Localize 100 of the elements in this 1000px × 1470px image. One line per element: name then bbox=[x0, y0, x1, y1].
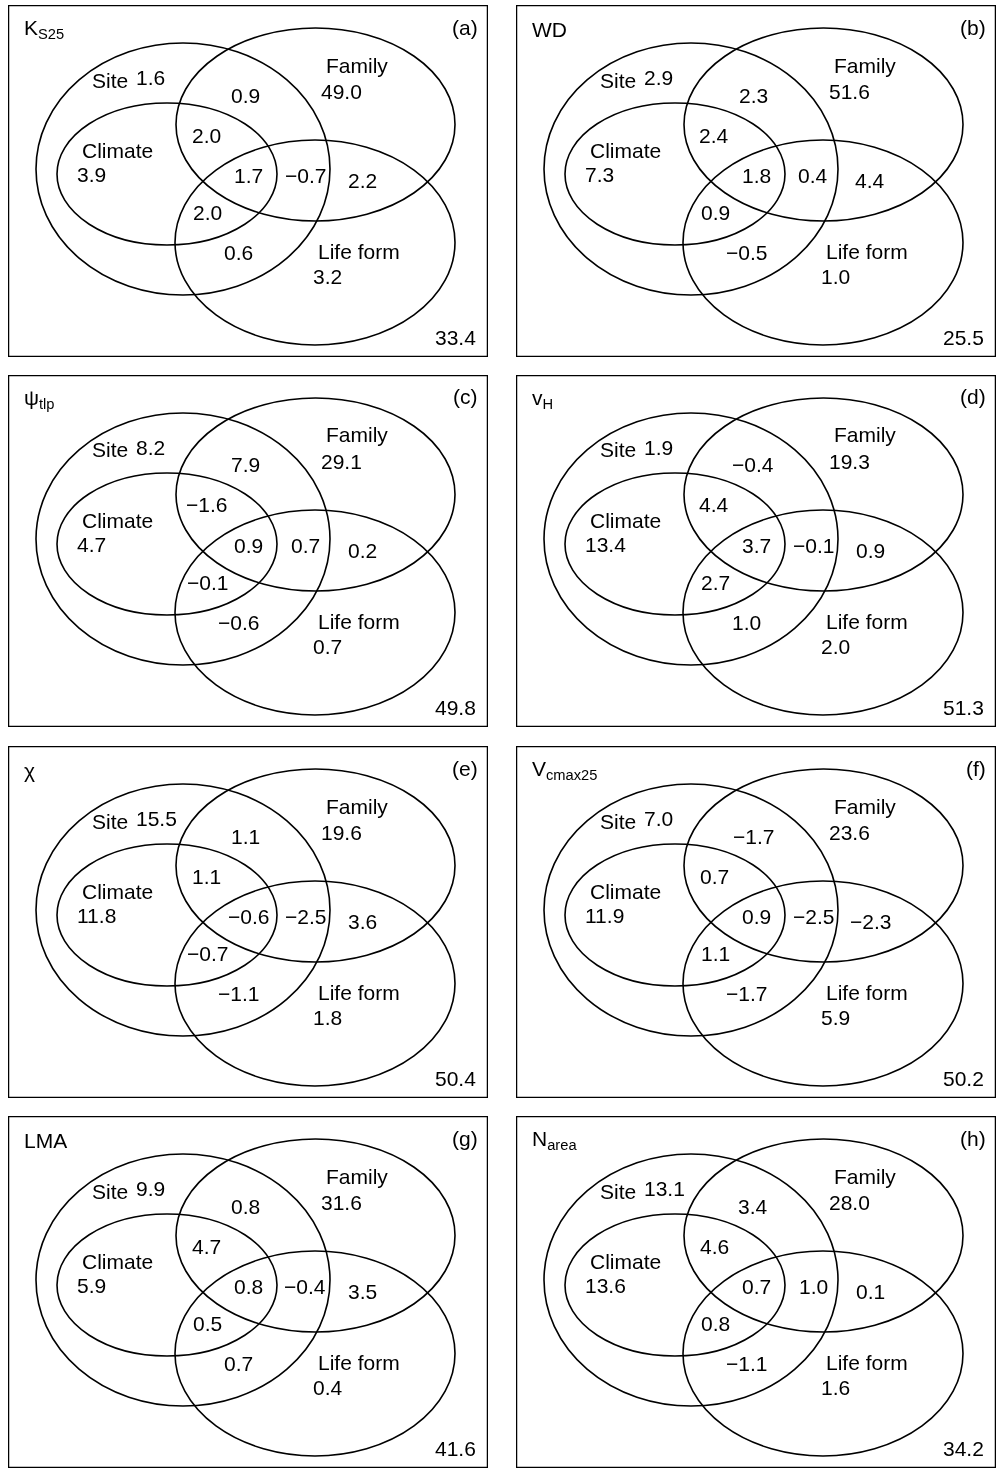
text: 1.1 bbox=[701, 942, 731, 965]
text: 2.0 bbox=[193, 201, 223, 224]
data-label: 0.4 bbox=[313, 1376, 343, 1400]
text: 0.9 bbox=[701, 201, 731, 224]
data-label: 0.7 bbox=[313, 635, 343, 659]
data-label: 2.9 bbox=[644, 66, 674, 90]
data-label: 13.1 bbox=[644, 1177, 685, 1201]
text: 4.7 bbox=[192, 1235, 222, 1258]
data-label: 1.0 bbox=[821, 265, 851, 289]
data-label: 4.7 bbox=[77, 533, 107, 557]
category-label: Family bbox=[834, 423, 897, 446]
data-label: 29.1 bbox=[321, 450, 362, 474]
category-label: Climate bbox=[82, 1250, 154, 1273]
text: 0.7 bbox=[742, 1275, 772, 1298]
category-label: Site bbox=[92, 438, 129, 461]
data-label: 2.0 bbox=[821, 635, 851, 659]
data-label: 15.5 bbox=[136, 807, 177, 831]
category-label: Life form bbox=[826, 610, 908, 633]
data-label: 3.9 bbox=[77, 163, 107, 187]
text: −1.1 bbox=[218, 982, 260, 1005]
data-label: 19.3 bbox=[829, 450, 870, 474]
text: 25.5 bbox=[943, 326, 984, 349]
text: 0.9 bbox=[742, 905, 772, 928]
category-label: Climate bbox=[82, 139, 154, 162]
data-label: 5.9 bbox=[77, 1274, 107, 1298]
category-label: Life form bbox=[318, 1351, 400, 1374]
data-label: 23.6 bbox=[829, 821, 870, 845]
text: 49.8 bbox=[435, 696, 476, 719]
text: 0.9 bbox=[234, 534, 264, 557]
data-label: 7.3 bbox=[585, 163, 615, 187]
text: −2.3 bbox=[850, 910, 892, 933]
text: 1.8 bbox=[742, 164, 772, 187]
text: 3.7 bbox=[742, 534, 772, 557]
data-label: 51.6 bbox=[829, 80, 870, 104]
text: (d) bbox=[960, 385, 986, 408]
text: −2.5 bbox=[285, 905, 327, 928]
data-label: 11.9 bbox=[585, 904, 625, 928]
data-label: 1.6 bbox=[821, 1376, 851, 1400]
category-label: Family bbox=[834, 1165, 897, 1188]
category-label: Life form bbox=[318, 981, 400, 1004]
text: (g) bbox=[452, 1127, 478, 1150]
data-label: 8.2 bbox=[136, 436, 166, 460]
data-label: 13.6 bbox=[585, 1274, 626, 1298]
text: LMA bbox=[24, 1129, 68, 1152]
text: 1.0 bbox=[799, 1275, 829, 1298]
text: 33.4 bbox=[435, 326, 477, 349]
text: 0.7 bbox=[291, 534, 321, 557]
text: 2.3 bbox=[739, 84, 769, 107]
text: 0.8 bbox=[231, 1195, 261, 1218]
text: 2.0 bbox=[192, 124, 222, 147]
data-label: 31.6 bbox=[321, 1191, 362, 1215]
category-label: Life form bbox=[826, 981, 908, 1004]
data-label: 49.0 bbox=[321, 80, 362, 104]
text: 0.9 bbox=[856, 539, 886, 562]
text: 4.6 bbox=[700, 1235, 730, 1258]
text: 0.5 bbox=[193, 1312, 223, 1335]
text: 0.8 bbox=[234, 1275, 264, 1298]
data-label: 3.2 bbox=[313, 265, 343, 289]
category-label: Site bbox=[92, 1180, 129, 1203]
text: −0.6 bbox=[228, 905, 270, 928]
text: 3.5 bbox=[348, 1280, 378, 1303]
data-label: 9.9 bbox=[136, 1177, 166, 1201]
text: 50.4 bbox=[435, 1067, 477, 1090]
category-label: Site bbox=[92, 69, 129, 92]
text: 0.8 bbox=[701, 1312, 731, 1335]
text: −1.7 bbox=[733, 825, 775, 848]
category-label: Site bbox=[600, 1180, 637, 1203]
text: 0.4 bbox=[798, 164, 828, 187]
text: V$_{cmax25}$ bbox=[532, 757, 598, 784]
text: −0.5 bbox=[726, 241, 768, 264]
data-label: 1.8 bbox=[313, 1006, 343, 1030]
text: 2.7 bbox=[701, 571, 731, 594]
text: −0.7 bbox=[187, 942, 229, 965]
text: 1.1 bbox=[192, 865, 222, 888]
text: 1.1 bbox=[231, 825, 261, 848]
text: −0.4 bbox=[732, 453, 774, 476]
data-label: 11.8 bbox=[77, 904, 117, 928]
category-label: Life form bbox=[826, 1351, 908, 1374]
category-label: Site bbox=[92, 810, 129, 833]
category-label: Site bbox=[600, 810, 637, 833]
data-label: 28.0 bbox=[829, 1191, 870, 1215]
category-label: Life form bbox=[318, 240, 400, 263]
data-label: 13.4 bbox=[585, 533, 627, 557]
text: 0.7 bbox=[224, 1352, 254, 1375]
category-label: Climate bbox=[590, 139, 662, 162]
text: 50.2 bbox=[943, 1067, 984, 1090]
text: v$_{H}$ bbox=[532, 386, 554, 413]
category-label: Life form bbox=[318, 610, 400, 633]
text: K$_{S25}$ bbox=[24, 16, 65, 43]
text: 1.0 bbox=[732, 611, 762, 634]
category-label: Climate bbox=[590, 509, 662, 532]
category-label: Climate bbox=[82, 880, 154, 903]
text: 0.7 bbox=[700, 865, 730, 888]
category-label: Climate bbox=[590, 880, 662, 903]
text: (a) bbox=[452, 16, 478, 39]
text: 0.1 bbox=[856, 1280, 886, 1303]
text: (c) bbox=[453, 385, 478, 408]
text: −0.6 bbox=[218, 611, 260, 634]
data-label: 1.6 bbox=[136, 66, 166, 90]
data-label: 1.9 bbox=[644, 436, 674, 460]
